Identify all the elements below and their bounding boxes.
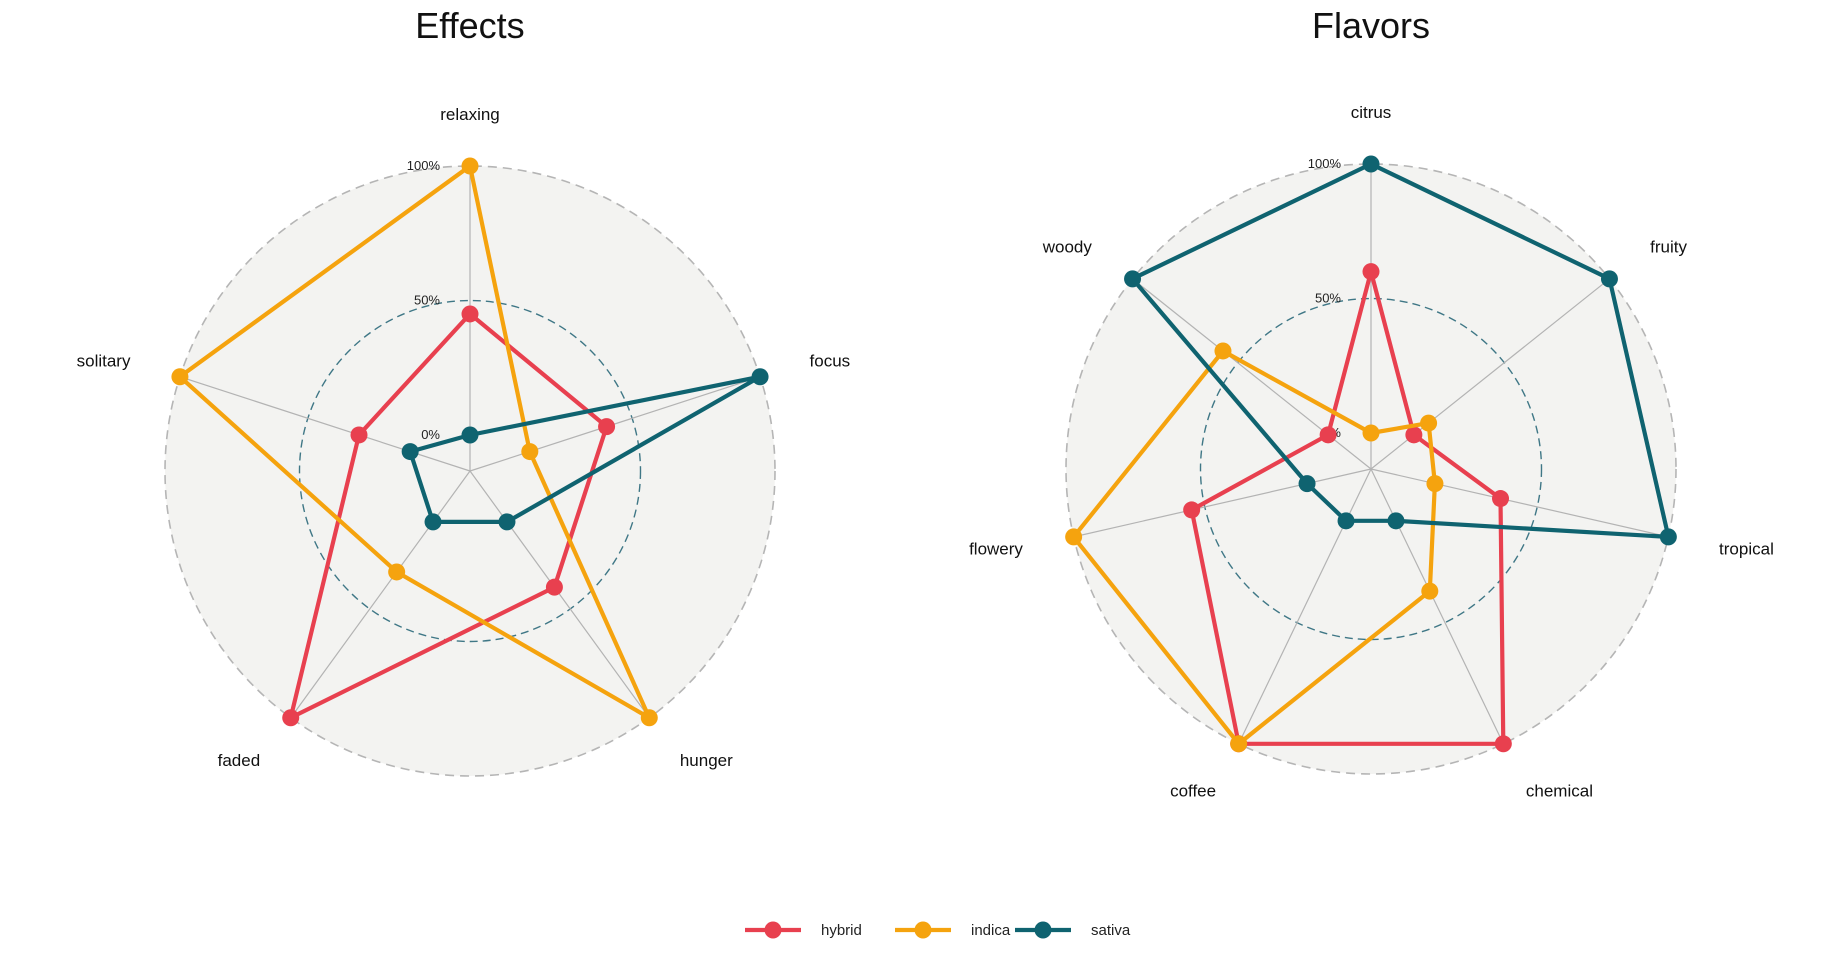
mid-grid-ring bbox=[298, 299, 642, 643]
data-point-hybrid-chemical bbox=[1494, 735, 1512, 753]
data-point-indica-flowery bbox=[1065, 528, 1083, 546]
legend-label: indica bbox=[971, 922, 1011, 939]
data-point-indica-focus bbox=[521, 443, 539, 461]
axis-label-faded: faded bbox=[218, 751, 261, 770]
data-point-sativa-flowery bbox=[1298, 475, 1316, 493]
chart-title: Flavors bbox=[1312, 5, 1430, 46]
legend-swatch-marker bbox=[914, 921, 932, 939]
tick-label: 100% bbox=[1308, 156, 1342, 171]
data-point-indica-solitary bbox=[171, 368, 189, 386]
data-point-sativa-fruity bbox=[1600, 270, 1618, 288]
tick-label: 50% bbox=[414, 293, 440, 308]
tick-label: 100% bbox=[407, 158, 441, 173]
tick-label: 50% bbox=[1315, 291, 1341, 306]
spoke-tropical bbox=[1370, 468, 1669, 538]
axis-label-chemical: chemical bbox=[1526, 782, 1593, 801]
data-point-hybrid-solitary bbox=[350, 426, 368, 444]
legend-label: sativa bbox=[1091, 922, 1131, 939]
spoke-hunger bbox=[469, 470, 650, 719]
data-point-sativa-tropical bbox=[1659, 528, 1677, 546]
data-point-indica-tropical bbox=[1426, 475, 1444, 493]
data-point-hybrid-focus bbox=[598, 418, 616, 436]
data-point-hybrid-fruity bbox=[1405, 426, 1423, 444]
data-point-sativa-focus bbox=[751, 368, 769, 386]
data-point-hybrid-citrus bbox=[1362, 263, 1380, 281]
series-line-indica bbox=[1071, 348, 1438, 746]
axis-label-fruity: fruity bbox=[1650, 237, 1687, 256]
data-point-indica-woody bbox=[1214, 342, 1232, 360]
data-point-indica-chemical bbox=[1421, 582, 1439, 600]
axis-label-woody: woody bbox=[1042, 237, 1093, 256]
axis-label-tropical: tropical bbox=[1719, 539, 1774, 558]
data-point-hybrid-relaxing bbox=[461, 305, 479, 323]
legend-label: hybrid bbox=[821, 922, 862, 939]
series-line-indica bbox=[177, 163, 652, 720]
effects-radar-panel: Effects 0% 50% 100% relaxing focus hunger faded… bbox=[77, 5, 851, 777]
legend-item-hybrid: hybrid bbox=[745, 921, 862, 939]
series-sativa bbox=[1124, 155, 1677, 546]
series-indica bbox=[171, 157, 658, 727]
legend: hybrid indica sativa bbox=[745, 921, 1131, 939]
data-point-indica-citrus bbox=[1362, 424, 1380, 442]
data-point-sativa-faded bbox=[424, 513, 442, 531]
axis-label-solitary: solitary bbox=[77, 352, 131, 371]
data-point-sativa-citrus bbox=[1362, 155, 1380, 173]
axis-label-flowery: flowery bbox=[969, 539, 1023, 558]
data-point-sativa-relaxing bbox=[461, 426, 479, 444]
data-point-hybrid-hunger bbox=[545, 578, 563, 596]
series-indica bbox=[1065, 342, 1444, 753]
data-point-indica-fruity bbox=[1420, 414, 1438, 432]
legend-swatch-marker bbox=[764, 921, 782, 939]
series-line-hybrid bbox=[1189, 269, 1506, 746]
legend-swatch-marker bbox=[1034, 921, 1052, 939]
series-line-sativa bbox=[408, 374, 763, 525]
flavors-radar-panel: Flavors0%50%100%citrusfruitytropicalchem… bbox=[969, 5, 1774, 801]
tick-label: 0% bbox=[421, 427, 440, 442]
series-line-sativa bbox=[1130, 161, 1671, 540]
data-point-indica-hunger bbox=[640, 709, 658, 727]
chart-title: Effects bbox=[415, 5, 524, 46]
axis-label-citrus: citrus bbox=[1351, 103, 1392, 122]
spoke-flowery bbox=[1073, 468, 1372, 538]
data-point-hybrid-woody bbox=[1319, 426, 1337, 444]
data-point-hybrid-flowery bbox=[1183, 501, 1201, 519]
data-point-indica-relaxing bbox=[461, 157, 479, 175]
data-point-sativa-chemical bbox=[1387, 512, 1405, 530]
data-point-sativa-woody bbox=[1124, 270, 1142, 288]
axis-label-relaxing: relaxing bbox=[440, 105, 500, 124]
data-point-sativa-hunger bbox=[498, 513, 516, 531]
data-point-hybrid-faded bbox=[282, 709, 300, 727]
data-point-sativa-solitary bbox=[401, 443, 419, 461]
series-hybrid bbox=[282, 305, 616, 727]
spoke-solitary bbox=[179, 376, 471, 472]
axis-label-focus: focus bbox=[810, 352, 851, 371]
spoke-faded bbox=[290, 470, 471, 719]
spoke-focus bbox=[469, 376, 761, 472]
data-point-indica-coffee bbox=[1230, 735, 1248, 753]
series-line-hybrid bbox=[288, 311, 609, 720]
axis-label-hunger: hunger bbox=[680, 751, 733, 770]
data-point-hybrid-tropical bbox=[1492, 490, 1510, 508]
axis-label-coffee: coffee bbox=[1170, 782, 1216, 801]
legend-item-sativa: sativa bbox=[1015, 921, 1131, 939]
series-sativa bbox=[401, 368, 769, 531]
data-point-indica-faded bbox=[388, 563, 406, 581]
data-point-sativa-coffee bbox=[1337, 512, 1355, 530]
legend-item-indica: indica bbox=[895, 921, 1011, 939]
